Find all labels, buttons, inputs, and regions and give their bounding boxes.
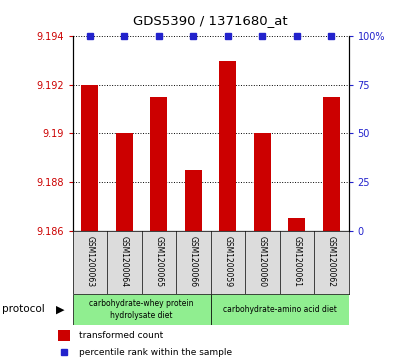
Text: GSM1200066: GSM1200066: [189, 236, 198, 287]
Bar: [219, 61, 237, 231]
Text: GSM1200064: GSM1200064: [120, 236, 129, 287]
Bar: [73, 294, 211, 325]
Text: ▶: ▶: [56, 305, 64, 314]
Bar: [81, 85, 98, 231]
Bar: [150, 97, 168, 231]
Text: transformed count: transformed count: [78, 331, 163, 340]
Text: GSM1200061: GSM1200061: [292, 236, 301, 286]
Text: GSM1200059: GSM1200059: [223, 236, 232, 287]
Text: percentile rank within the sample: percentile rank within the sample: [78, 348, 232, 357]
Text: GSM1200062: GSM1200062: [327, 236, 336, 286]
Text: carbohydrate-whey protein
hydrolysate diet: carbohydrate-whey protein hydrolysate di…: [89, 299, 194, 319]
Text: GDS5390 / 1371680_at: GDS5390 / 1371680_at: [133, 14, 288, 27]
Text: GSM1200065: GSM1200065: [154, 236, 164, 287]
Bar: [254, 134, 271, 231]
Text: carbohydrate-amino acid diet: carbohydrate-amino acid diet: [223, 305, 337, 314]
Bar: [288, 219, 305, 231]
Bar: [323, 97, 340, 231]
Bar: [58, 330, 70, 341]
Bar: [116, 134, 133, 231]
Text: GSM1200060: GSM1200060: [258, 236, 267, 287]
Bar: [185, 170, 202, 231]
Text: GSM1200063: GSM1200063: [85, 236, 94, 287]
Bar: [211, 294, 349, 325]
Text: protocol: protocol: [2, 305, 45, 314]
